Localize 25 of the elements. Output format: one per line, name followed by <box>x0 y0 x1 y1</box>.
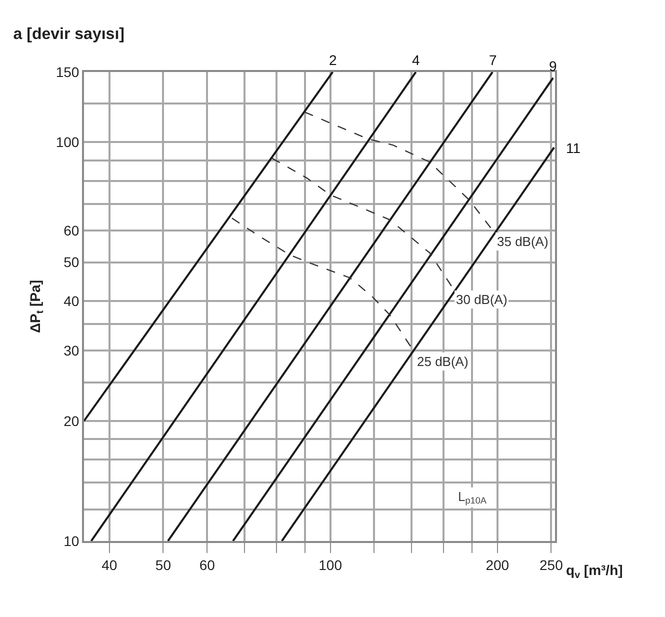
x-tick-label: 40 <box>102 556 118 573</box>
y-tick-label: 60 <box>64 222 80 239</box>
y-tick-label: 50 <box>64 254 80 270</box>
y-tick-label: 20 <box>64 412 80 429</box>
series-label: 2 <box>329 52 337 68</box>
x-axis-title: q$_{v}$ [m³/h] <box>566 562 623 581</box>
y-tick-label: 40 <box>64 292 80 309</box>
x-tick-label: 200 <box>486 556 510 573</box>
y-tick-label: 150 <box>56 64 80 80</box>
x-tick-label: 250 <box>539 556 564 573</box>
series-label: 9 <box>549 58 557 74</box>
series-label: 25 dB(A) <box>417 354 468 369</box>
x-tick-label: 100 <box>318 556 342 573</box>
y-tick-label: 10 <box>64 532 80 549</box>
y-tick-label: 100 <box>56 134 80 150</box>
series-label: 11 <box>566 140 581 156</box>
series-label: 35 dB(A) <box>497 234 548 249</box>
series-label: 4 <box>412 52 420 68</box>
y-tick-label: 30 <box>64 342 80 359</box>
annotation: L$_{p10A}$ <box>458 489 488 506</box>
series-label: 7 <box>489 52 497 68</box>
x-tick-label: 60 <box>199 556 216 573</box>
x-tick-label: 50 <box>155 556 172 573</box>
series-label: 30 dB(A) <box>456 292 508 307</box>
chart-title: a [devir sayısı] <box>13 26 124 43</box>
